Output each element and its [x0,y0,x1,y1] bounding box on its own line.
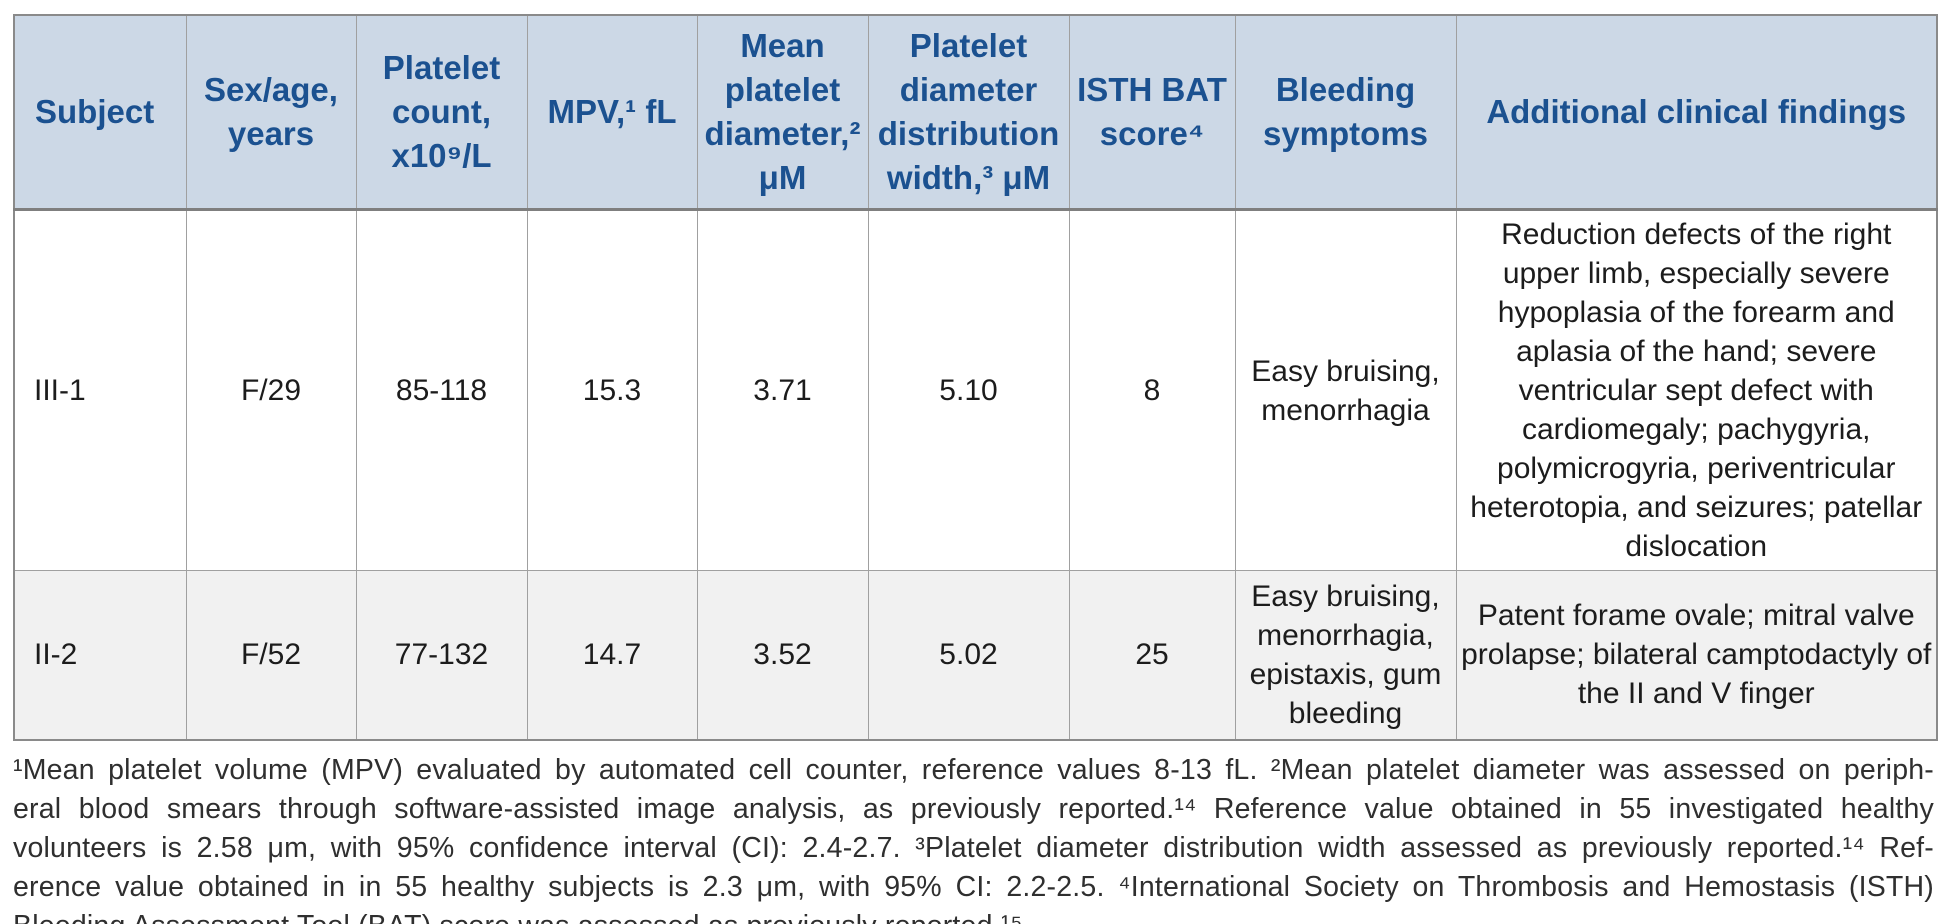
footnote-line: eral blood smears through software-assis… [13,793,1934,825]
header-mean-platelet-diameter: Mean platelet diameter,² μM [696,14,869,211]
header-additional-clinical-findings: Additional clinical findings [1455,14,1938,211]
cell-bleeding-symptoms: Easy bruising, menorrhagia [1234,209,1457,571]
cell-isth-bat-score: 25 [1068,570,1236,740]
header-isth-bat-score: ISTH BAT score⁴ [1068,14,1236,211]
cell-mean-platelet-diameter: 3.52 [696,570,869,740]
cell-isth-bat-score: 8 [1068,209,1236,571]
cell-platelet-diameter-distribution-width: 5.10 [867,209,1070,571]
cell-mpv: 15.3 [526,209,698,571]
cell-sex-age: F/52 [185,570,357,740]
footnote-line: Bleeding Assessment Tool (BAT) score was… [13,907,1934,924]
cell-subject: II-2 [13,570,187,740]
table-row-subject-II-2: II-2 F/52 77-132 14.7 3.52 5.02 25 Easy … [13,570,1938,740]
table-body: III-1 F/29 85-118 15.3 3.71 5.10 8 Easy … [13,209,1938,740]
header-sex-age: Sex/age, years [185,14,357,211]
cell-additional-findings: Reduction defects of the right upper lim… [1455,209,1938,571]
cell-mpv: 14.7 [526,570,698,740]
cell-platelet-count: 85-118 [355,209,528,571]
header-platelet-count: Platelet count, x10⁹/L [355,14,528,211]
table-row-subject-III-1: III-1 F/29 85-118 15.3 3.71 5.10 8 Easy … [13,209,1938,571]
table-footnotes: ¹Mean platelet volume (MPV) evaluated by… [13,751,1934,924]
cell-sex-age: F/29 [185,209,357,571]
cell-bleeding-symptoms: Easy bruising, menorrhagia, epistaxis, g… [1234,570,1457,740]
header-row: Subject Sex/age, years Platelet count, x… [13,14,1938,211]
cell-platelet-count: 77-132 [355,570,528,740]
cell-mean-platelet-diameter: 3.71 [696,209,869,571]
footnote-line: volunteers is 2.58 μm, with 95% confiden… [13,832,1934,864]
table-header: Subject Sex/age, years Platelet count, x… [13,14,1938,211]
header-mpv: MPV,¹ fL [526,14,698,211]
footnote-line: ¹Mean platelet volume (MPV) evaluated by… [13,754,1934,786]
cell-platelet-diameter-distribution-width: 5.02 [867,570,1070,740]
footnote-line: erence value obtained in in 55 healthy s… [13,871,1934,903]
cell-subject: III-1 [13,209,187,571]
header-platelet-diameter-distribution: Platelet diameter distribution width,³ μ… [867,14,1070,211]
header-bleeding-symptoms: Bleeding symptoms [1234,14,1457,211]
subjects-clinical-table: Subject Sex/age, years Platelet count, x… [13,14,1938,741]
cell-additional-findings: Patent forame ovale; mitral valve prolap… [1455,570,1938,740]
header-subject: Subject [13,14,187,211]
